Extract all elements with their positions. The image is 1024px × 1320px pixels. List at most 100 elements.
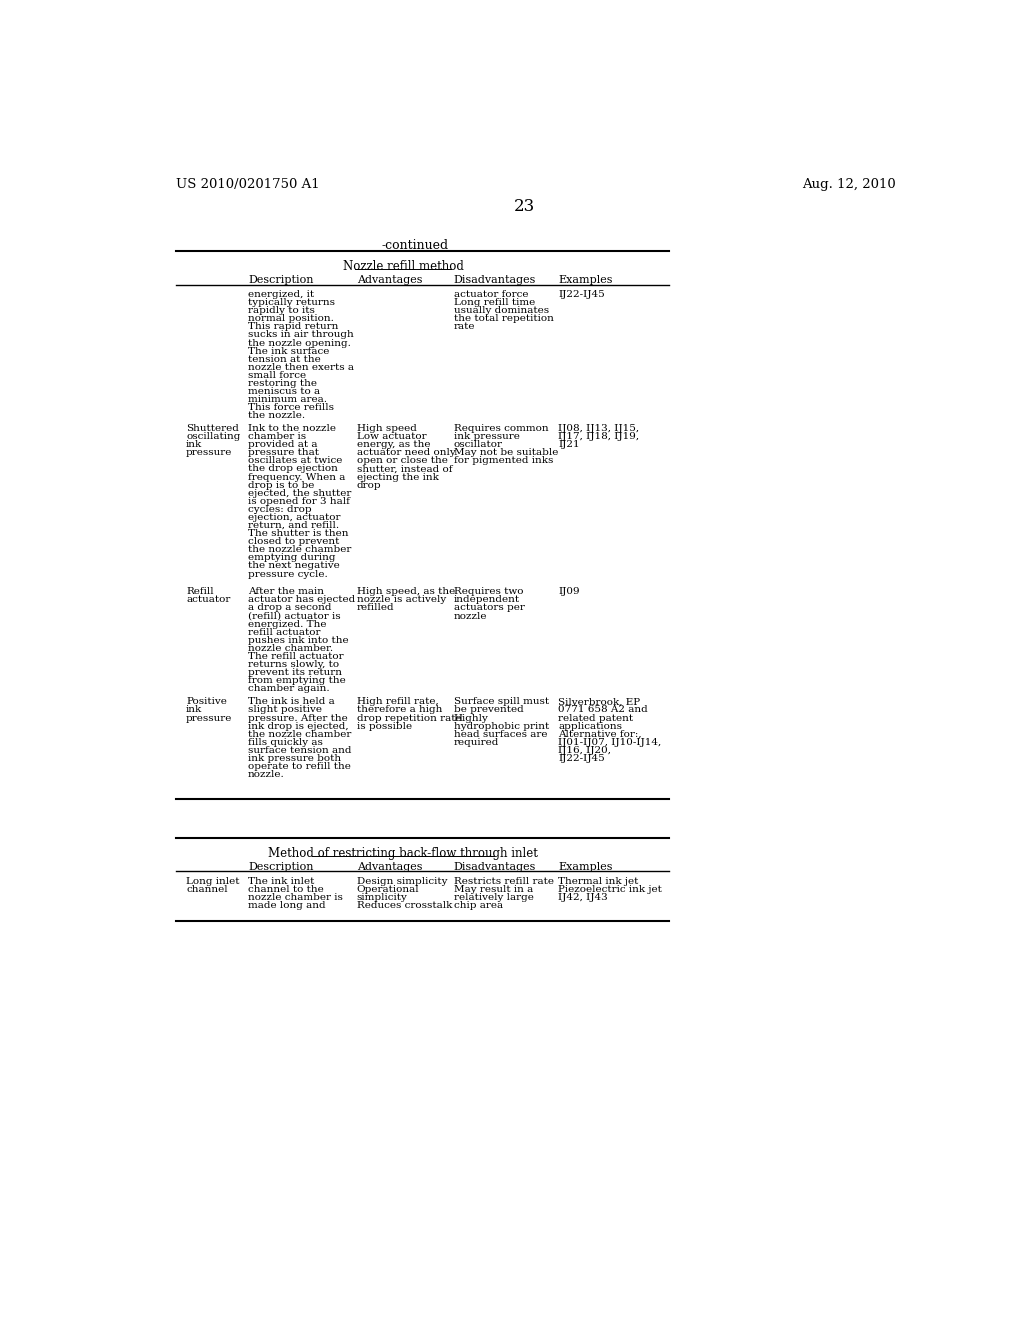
Text: This rapid return: This rapid return bbox=[248, 322, 339, 331]
Text: Refill: Refill bbox=[186, 587, 214, 597]
Text: nozzle: nozzle bbox=[454, 611, 487, 620]
Text: IJ22-IJ45: IJ22-IJ45 bbox=[558, 754, 605, 763]
Text: Disadvantages: Disadvantages bbox=[454, 276, 536, 285]
Text: High refill rate,: High refill rate, bbox=[356, 697, 438, 706]
Text: The ink surface: The ink surface bbox=[248, 347, 330, 355]
Text: Advantages: Advantages bbox=[356, 862, 422, 873]
Text: tension at the: tension at the bbox=[248, 355, 321, 364]
Text: Operational: Operational bbox=[356, 884, 419, 894]
Text: rate: rate bbox=[454, 322, 475, 331]
Text: minimum area.: minimum area. bbox=[248, 395, 327, 404]
Text: chamber again.: chamber again. bbox=[248, 684, 330, 693]
Text: slight positive: slight positive bbox=[248, 705, 323, 714]
Text: provided at a: provided at a bbox=[248, 441, 317, 449]
Text: Long inlet: Long inlet bbox=[186, 876, 240, 886]
Text: 23: 23 bbox=[514, 198, 536, 215]
Text: the nozzle chamber: the nozzle chamber bbox=[248, 730, 351, 739]
Text: frequency. When a: frequency. When a bbox=[248, 473, 345, 482]
Text: ink: ink bbox=[186, 441, 203, 449]
Text: IJ09: IJ09 bbox=[558, 587, 580, 597]
Text: independent: independent bbox=[454, 595, 519, 605]
Text: High speed: High speed bbox=[356, 424, 417, 433]
Text: IJ22-IJ45: IJ22-IJ45 bbox=[558, 290, 605, 300]
Text: the nozzle chamber: the nozzle chamber bbox=[248, 545, 351, 554]
Text: ink drop is ejected,: ink drop is ejected, bbox=[248, 722, 349, 731]
Text: the total repetition: the total repetition bbox=[454, 314, 553, 323]
Text: May not be suitable: May not be suitable bbox=[454, 449, 558, 457]
Text: Positive: Positive bbox=[186, 697, 227, 706]
Text: After the main: After the main bbox=[248, 587, 325, 597]
Text: therefore a high: therefore a high bbox=[356, 705, 442, 714]
Text: The ink inlet: The ink inlet bbox=[248, 876, 314, 886]
Text: oscillating: oscillating bbox=[186, 432, 241, 441]
Text: refill actuator: refill actuator bbox=[248, 628, 321, 636]
Text: from emptying the: from emptying the bbox=[248, 676, 346, 685]
Text: required: required bbox=[454, 738, 499, 747]
Text: The refill actuator: The refill actuator bbox=[248, 652, 344, 661]
Text: High speed, as the: High speed, as the bbox=[356, 587, 455, 597]
Text: Aug. 12, 2010: Aug. 12, 2010 bbox=[802, 178, 896, 190]
Text: Nozzle refill method: Nozzle refill method bbox=[343, 260, 464, 273]
Text: related patent: related patent bbox=[558, 714, 633, 722]
Text: Reduces crosstalk: Reduces crosstalk bbox=[356, 902, 452, 909]
Text: Alternative for:,: Alternative for:, bbox=[558, 730, 642, 739]
Text: ink pressure: ink pressure bbox=[454, 432, 519, 441]
Text: Surface spill must: Surface spill must bbox=[454, 697, 549, 706]
Text: the nozzle opening.: the nozzle opening. bbox=[248, 339, 351, 347]
Text: simplicity: simplicity bbox=[356, 892, 408, 902]
Text: made long and: made long and bbox=[248, 902, 326, 909]
Text: return, and refill.: return, and refill. bbox=[248, 521, 339, 531]
Text: Ink to the nozzle: Ink to the nozzle bbox=[248, 424, 336, 433]
Text: actuator: actuator bbox=[186, 595, 230, 605]
Text: Method of restricting back-flow through inlet: Method of restricting back-flow through … bbox=[268, 847, 538, 859]
Text: hydrophobic print: hydrophobic print bbox=[454, 722, 549, 731]
Text: IJ01-IJ07, IJ10-IJ14,: IJ01-IJ07, IJ10-IJ14, bbox=[558, 738, 662, 747]
Text: The shutter is then: The shutter is then bbox=[248, 529, 348, 539]
Text: rapidly to its: rapidly to its bbox=[248, 306, 315, 315]
Text: May result in a: May result in a bbox=[454, 884, 532, 894]
Text: pushes ink into the: pushes ink into the bbox=[248, 636, 349, 644]
Text: drop: drop bbox=[356, 480, 381, 490]
Text: Restricts refill rate: Restricts refill rate bbox=[454, 876, 554, 886]
Text: the drop ejection: the drop ejection bbox=[248, 465, 338, 474]
Text: nozzle chamber is: nozzle chamber is bbox=[248, 892, 343, 902]
Text: energy, as the: energy, as the bbox=[356, 441, 430, 449]
Text: closed to prevent: closed to prevent bbox=[248, 537, 340, 546]
Text: prevent its return: prevent its return bbox=[248, 668, 342, 677]
Text: cycles: drop: cycles: drop bbox=[248, 506, 311, 513]
Text: pressure that: pressure that bbox=[248, 449, 319, 457]
Text: IJ08, IJ13, IJ15,: IJ08, IJ13, IJ15, bbox=[558, 424, 639, 433]
Text: nozzle then exerts a: nozzle then exerts a bbox=[248, 363, 354, 372]
Text: pressure: pressure bbox=[186, 714, 232, 722]
Text: nozzle.: nozzle. bbox=[248, 770, 285, 779]
Text: operate to refill the: operate to refill the bbox=[248, 762, 351, 771]
Text: chip area: chip area bbox=[454, 902, 503, 909]
Text: channel to the: channel to the bbox=[248, 884, 324, 894]
Text: Requires common: Requires common bbox=[454, 424, 548, 433]
Text: is opened for 3 half: is opened for 3 half bbox=[248, 496, 350, 506]
Text: emptying during: emptying during bbox=[248, 553, 336, 562]
Text: Advantages: Advantages bbox=[356, 276, 422, 285]
Text: head surfaces are: head surfaces are bbox=[454, 730, 547, 739]
Text: actuator has ejected: actuator has ejected bbox=[248, 595, 355, 605]
Text: (refill) actuator is: (refill) actuator is bbox=[248, 611, 341, 620]
Text: Highly: Highly bbox=[454, 714, 488, 722]
Text: drop is to be: drop is to be bbox=[248, 480, 314, 490]
Text: applications: applications bbox=[558, 722, 623, 731]
Text: refilled: refilled bbox=[356, 603, 394, 612]
Text: Examples: Examples bbox=[558, 276, 612, 285]
Text: nozzle chamber.: nozzle chamber. bbox=[248, 644, 333, 653]
Text: ejecting the ink: ejecting the ink bbox=[356, 473, 438, 482]
Text: IJ21: IJ21 bbox=[558, 441, 580, 449]
Text: Design simplicity: Design simplicity bbox=[356, 876, 447, 886]
Text: relatively large: relatively large bbox=[454, 892, 534, 902]
Text: shutter, instead of: shutter, instead of bbox=[356, 465, 453, 474]
Text: drop repetition rate: drop repetition rate bbox=[356, 714, 461, 722]
Text: actuator need only: actuator need only bbox=[356, 449, 456, 457]
Text: channel: channel bbox=[186, 884, 227, 894]
Text: IJ42, IJ43: IJ42, IJ43 bbox=[558, 892, 608, 902]
Text: typically returns: typically returns bbox=[248, 298, 335, 308]
Text: actuators per: actuators per bbox=[454, 603, 524, 612]
Text: Disadvantages: Disadvantages bbox=[454, 862, 536, 873]
Text: be prevented: be prevented bbox=[454, 705, 523, 714]
